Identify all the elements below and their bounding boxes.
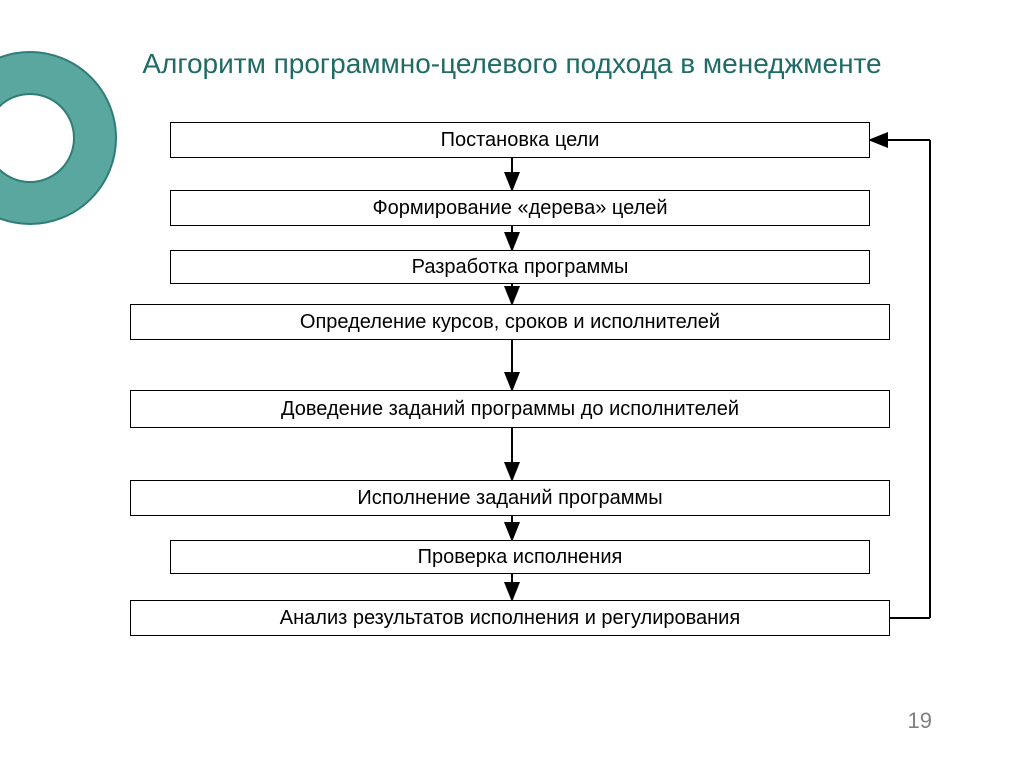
flow-node-n3: Разработка программы (170, 250, 870, 284)
flow-node-n6: Исполнение заданий программы (130, 480, 890, 516)
slide-title: Алгоритм программно-целевого подхода в м… (0, 48, 1024, 80)
flow-node-n7: Проверка исполнения (170, 540, 870, 574)
flow-node-n4: Определение курсов, сроков и исполнителе… (130, 304, 890, 340)
flow-node-n2: Формирование «дерева» целей (170, 190, 870, 226)
flow-node-n5: Доведение заданий программы до исполните… (130, 390, 890, 428)
flow-node-n1: Постановка цели (170, 122, 870, 158)
flow-node-n8: Анализ результатов исполнения и регулиро… (130, 600, 890, 636)
page-number: 19 (908, 708, 932, 734)
